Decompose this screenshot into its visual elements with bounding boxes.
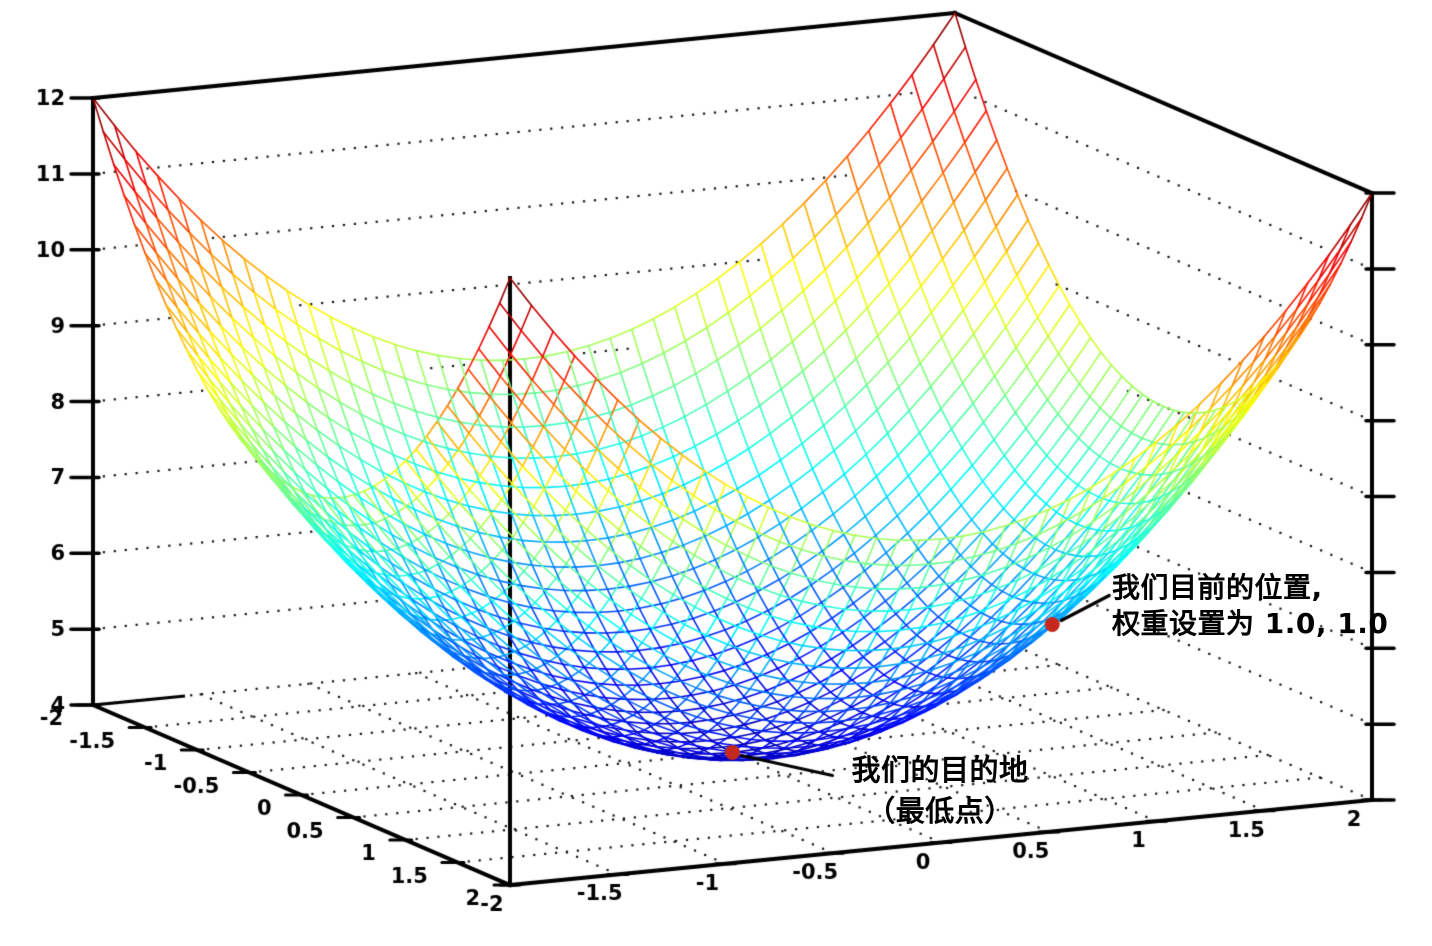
annotation-destination-line1: 我们的目的地 <box>851 753 1029 787</box>
annotation-current-line2: 权重设置为 1.0, 1.0 <box>1112 607 1389 640</box>
annotation-current-position: 我们目前的位置, 权重设置为 1.0, 1.0 <box>1112 570 1388 642</box>
annotation-current-line1: 我们目前的位置, <box>1112 571 1323 604</box>
annotation-destination-line2: （最低点） <box>866 794 1014 828</box>
annotation-destination: 我们的目的地 （最低点） <box>800 750 1080 832</box>
